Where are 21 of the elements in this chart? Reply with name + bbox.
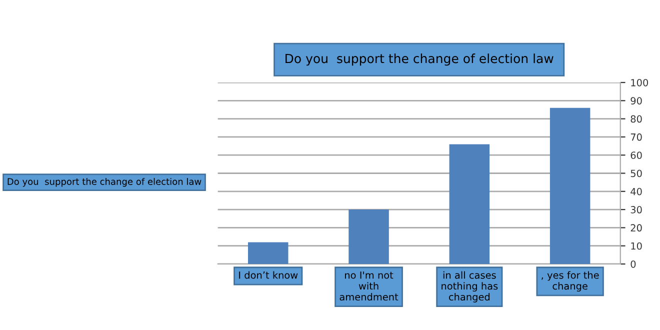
x-tick-label: in all cases nothing has changed — [442, 271, 498, 302]
y-tick-label: 50 — [630, 170, 642, 178]
y-tick-label: 10 — [631, 242, 642, 250]
y-tick-label: 80 — [630, 115, 642, 123]
y-tick-label: 100 — [631, 78, 648, 86]
bar — [449, 144, 490, 264]
bar — [550, 108, 590, 264]
y-tick-label: 60 — [630, 152, 642, 159]
y-tick-label: 70 — [630, 133, 642, 141]
bar — [348, 210, 389, 264]
y-tick-label: 0 — [630, 260, 636, 268]
x-tick-label: I don’t know — [239, 271, 298, 279]
chart-title: Do you support the change of election law — [286, 54, 554, 66]
y-tick-label: 20 — [630, 224, 642, 232]
y-tick-label: 40 — [630, 188, 642, 196]
x-tick-label: , yes for the change — [542, 271, 599, 292]
x-tick-label: no I'm not with amendment — [340, 272, 398, 301]
y-tick-label: 30 — [630, 206, 642, 214]
y-tick-label: 90 — [630, 97, 642, 104]
bar — [248, 242, 288, 264]
text: Do you support the change of election law — [8, 178, 202, 187]
